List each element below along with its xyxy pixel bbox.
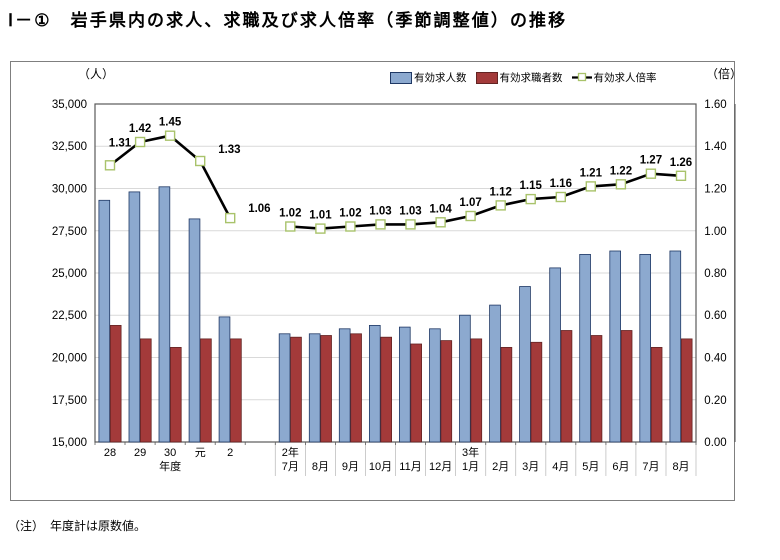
svg-text:1.02: 1.02 bbox=[339, 208, 361, 220]
svg-text:35,000: 35,000 bbox=[52, 99, 87, 111]
svg-text:1.42: 1.42 bbox=[129, 123, 151, 135]
svg-text:0.60: 0.60 bbox=[704, 310, 726, 322]
svg-text:32,500: 32,500 bbox=[52, 141, 87, 153]
svg-text:1.26: 1.26 bbox=[670, 157, 692, 169]
svg-text:1.02: 1.02 bbox=[279, 208, 301, 220]
svg-text:8月: 8月 bbox=[312, 461, 329, 473]
svg-text:10月: 10月 bbox=[369, 461, 392, 473]
svg-text:4月: 4月 bbox=[552, 461, 569, 473]
svg-text:7月: 7月 bbox=[642, 461, 659, 473]
svg-text:1.22: 1.22 bbox=[610, 165, 632, 177]
svg-text:27,500: 27,500 bbox=[52, 226, 87, 238]
svg-text:0.40: 0.40 bbox=[704, 353, 726, 365]
svg-text:0.80: 0.80 bbox=[704, 268, 726, 280]
svg-text:1.07: 1.07 bbox=[459, 197, 481, 209]
svg-text:5月: 5月 bbox=[582, 461, 599, 473]
svg-text:1月: 1月 bbox=[462, 461, 479, 473]
svg-text:8月: 8月 bbox=[672, 461, 689, 473]
svg-text:11月: 11月 bbox=[399, 461, 421, 473]
svg-text:1.06: 1.06 bbox=[248, 203, 270, 215]
svg-text:17,500: 17,500 bbox=[52, 395, 87, 407]
svg-text:1.27: 1.27 bbox=[640, 155, 662, 167]
svg-text:2年: 2年 bbox=[282, 445, 299, 459]
svg-text:元: 元 bbox=[195, 447, 206, 459]
svg-text:1.12: 1.12 bbox=[490, 186, 512, 198]
svg-text:9月: 9月 bbox=[342, 461, 359, 473]
svg-text:6月: 6月 bbox=[612, 461, 629, 473]
svg-text:1.00: 1.00 bbox=[704, 226, 726, 238]
svg-text:30,000: 30,000 bbox=[52, 184, 87, 196]
svg-text:1.21: 1.21 bbox=[580, 167, 603, 179]
svg-text:20,000: 20,000 bbox=[52, 353, 87, 365]
svg-text:年度: 年度 bbox=[159, 459, 181, 473]
svg-text:1.20: 1.20 bbox=[704, 184, 726, 196]
svg-text:1.31: 1.31 bbox=[109, 137, 132, 149]
svg-text:1.60: 1.60 bbox=[704, 99, 726, 111]
svg-text:25,000: 25,000 bbox=[52, 268, 87, 280]
svg-text:0.20: 0.20 bbox=[704, 395, 726, 407]
svg-text:29: 29 bbox=[134, 447, 146, 459]
svg-text:3年: 3年 bbox=[462, 445, 479, 459]
svg-text:1.03: 1.03 bbox=[369, 205, 391, 217]
svg-text:1.33: 1.33 bbox=[218, 144, 240, 156]
svg-text:3月: 3月 bbox=[522, 461, 539, 473]
svg-text:2: 2 bbox=[227, 447, 233, 459]
svg-text:1.40: 1.40 bbox=[704, 141, 726, 153]
svg-text:22,500: 22,500 bbox=[52, 310, 87, 322]
svg-text:0.00: 0.00 bbox=[704, 437, 726, 449]
svg-text:1.15: 1.15 bbox=[520, 180, 543, 192]
svg-text:1.03: 1.03 bbox=[399, 205, 421, 217]
svg-text:1.01: 1.01 bbox=[309, 210, 332, 222]
svg-text:2月: 2月 bbox=[492, 461, 509, 473]
svg-text:1.16: 1.16 bbox=[550, 178, 572, 190]
svg-text:7月: 7月 bbox=[282, 461, 299, 473]
svg-text:15,000: 15,000 bbox=[52, 437, 87, 449]
svg-text:1.45: 1.45 bbox=[159, 117, 182, 129]
svg-text:1.04: 1.04 bbox=[429, 203, 452, 215]
svg-text:28: 28 bbox=[104, 447, 116, 459]
svg-text:12月: 12月 bbox=[429, 461, 452, 473]
svg-text:30: 30 bbox=[164, 447, 176, 459]
